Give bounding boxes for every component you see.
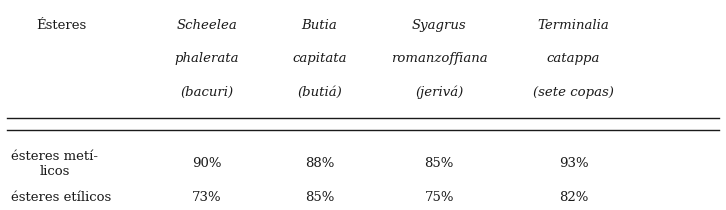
Text: (butiá): (butiá) (297, 86, 342, 99)
Text: 90%: 90% (192, 157, 221, 170)
Text: 73%: 73% (192, 191, 221, 204)
Text: ésteres etílicos: ésteres etílicos (11, 191, 111, 204)
Text: Syagrus: Syagrus (412, 19, 467, 32)
Text: 75%: 75% (425, 191, 454, 204)
Text: (bacuri): (bacuri) (180, 86, 234, 99)
Text: Butia: Butia (301, 19, 338, 32)
Text: Ésteres: Ésteres (36, 19, 87, 32)
Text: 82%: 82% (559, 191, 588, 204)
Text: (jerivá): (jerivá) (415, 86, 463, 99)
Text: Terminalia: Terminalia (538, 19, 609, 32)
Text: 85%: 85% (305, 191, 334, 204)
Text: catappa: catappa (547, 52, 600, 65)
Text: Scheelea: Scheelea (176, 19, 237, 32)
Text: romanzoffiana: romanzoffiana (391, 52, 488, 65)
Text: 88%: 88% (305, 157, 334, 170)
Text: (sete copas): (sete copas) (533, 86, 614, 99)
Text: ésteres metí-
licos: ésteres metí- licos (11, 150, 98, 178)
Text: 85%: 85% (425, 157, 454, 170)
Text: 93%: 93% (559, 157, 588, 170)
Text: capitata: capitata (292, 52, 347, 65)
Text: phalerata: phalerata (175, 52, 239, 65)
